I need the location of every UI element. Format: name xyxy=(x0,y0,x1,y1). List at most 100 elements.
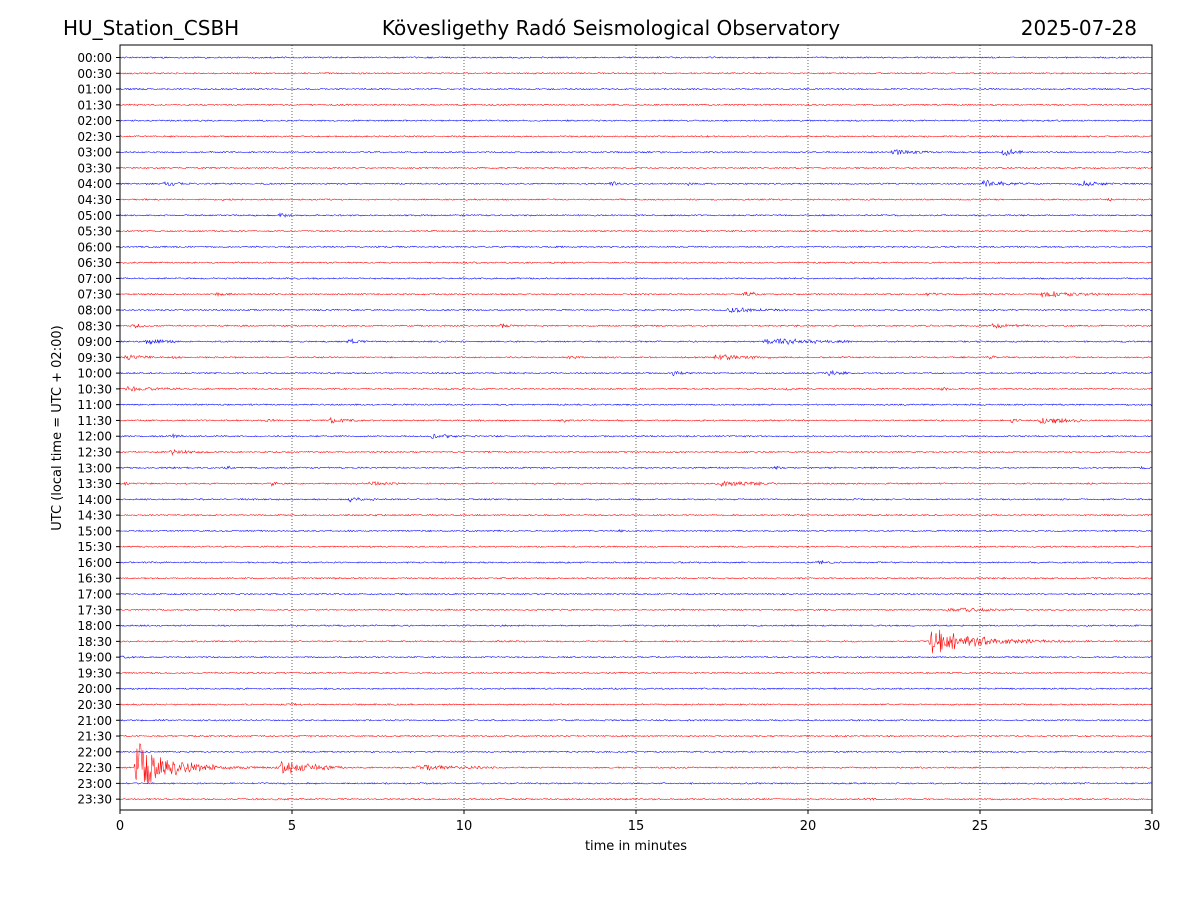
y-tick-label: 03:00 xyxy=(77,146,112,160)
trace-1530 xyxy=(119,545,1153,548)
trace-0900 xyxy=(119,338,1153,345)
date-label: 2025-07-28 xyxy=(1021,16,1137,40)
trace-1930 xyxy=(119,671,1153,675)
y-tick-label: 01:00 xyxy=(77,83,112,97)
y-tick-label: 13:00 xyxy=(77,461,112,475)
x-tick-label: 5 xyxy=(288,819,296,834)
trace-1100 xyxy=(119,403,1153,406)
y-tick-label: 22:00 xyxy=(77,745,112,759)
x-tick-label: 20 xyxy=(800,819,817,834)
trace-0430 xyxy=(119,197,1153,202)
y-tick-label: 15:30 xyxy=(77,540,112,554)
trace-1430 xyxy=(119,513,1153,517)
x-tick-label: 30 xyxy=(1144,819,1161,834)
y-tick-label: 21:30 xyxy=(77,730,112,744)
y-tick-label: 18:00 xyxy=(77,619,112,633)
y-tick-label: 09:00 xyxy=(77,335,112,349)
y-tick-label: 20:00 xyxy=(77,682,112,696)
y-tick-label: 22:30 xyxy=(77,761,112,775)
y-tick-label: 08:30 xyxy=(77,319,112,333)
trace-0500 xyxy=(119,212,1153,218)
trace-1400 xyxy=(119,496,1153,503)
trace-2000 xyxy=(119,687,1153,691)
y-tick-label: 23:30 xyxy=(77,793,112,807)
trace-1830 xyxy=(119,629,1153,654)
trace-0830 xyxy=(119,323,1153,329)
trace-2030 xyxy=(119,702,1153,706)
y-tick-label: 16:30 xyxy=(77,572,112,586)
trace-1500 xyxy=(119,528,1153,533)
y-tick-label: 19:30 xyxy=(77,666,112,680)
y-tick-label: 02:30 xyxy=(77,130,112,144)
trace-2330 xyxy=(119,797,1153,801)
trace-1600 xyxy=(119,559,1153,565)
x-tick-label: 25 xyxy=(972,819,989,834)
y-tick-label: 13:30 xyxy=(77,477,112,491)
y-tick-label: 14:30 xyxy=(77,509,112,523)
y-tick-label: 07:00 xyxy=(77,272,112,286)
trace-2200 xyxy=(119,750,1153,754)
y-tick-label: 03:30 xyxy=(77,161,112,175)
trace-0130 xyxy=(119,103,1153,107)
trace-0000 xyxy=(119,56,1153,59)
y-tick-label: 02:00 xyxy=(77,114,112,128)
trace-1200 xyxy=(119,433,1153,439)
y-tick-label: 14:00 xyxy=(77,493,112,507)
y-tick-label: 11:30 xyxy=(77,414,112,428)
y-tick-label: 00:00 xyxy=(77,51,112,65)
trace-0200 xyxy=(119,119,1153,122)
plot-frame xyxy=(119,44,1153,811)
trace-1230 xyxy=(119,449,1153,456)
seismic-traces xyxy=(119,56,1153,801)
y-tick-label: 01:30 xyxy=(77,98,112,112)
y-tick-label: 23:00 xyxy=(77,777,112,791)
trace-1730 xyxy=(119,607,1153,613)
trace-0630 xyxy=(119,261,1153,264)
trace-0600 xyxy=(119,245,1153,249)
chart-title: Kövesligethy Radó Seismological Observat… xyxy=(382,16,840,40)
trace-0400 xyxy=(119,179,1153,187)
y-tick-label: 05:30 xyxy=(77,225,112,239)
trace-1130 xyxy=(119,416,1153,424)
trace-0700 xyxy=(119,277,1153,280)
trace-0030 xyxy=(119,71,1153,75)
trace-1030 xyxy=(119,386,1153,392)
trace-2300 xyxy=(119,782,1153,785)
y-tick-label: 06:00 xyxy=(77,240,112,254)
x-tick-label: 10 xyxy=(456,819,473,834)
trace-1330 xyxy=(119,480,1153,488)
trace-2100 xyxy=(119,718,1153,722)
trace-1800 xyxy=(119,624,1153,627)
y-tick-label: 21:00 xyxy=(77,714,112,728)
trace-1630 xyxy=(120,576,1153,580)
trace-2130 xyxy=(119,734,1153,738)
y-tick-label: 07:30 xyxy=(77,288,112,302)
y-tick-label: 10:30 xyxy=(77,382,112,396)
y-tick-label: 15:00 xyxy=(77,524,112,538)
y-tick-label: 12:00 xyxy=(77,430,112,444)
trace-1000 xyxy=(119,369,1153,377)
trace-0230 xyxy=(119,135,1153,138)
y-tick-label: 17:30 xyxy=(77,603,112,617)
y-tick-label: 12:30 xyxy=(77,446,112,460)
x-axis-ticks: 0 5 10 15 20 25 30 xyxy=(116,810,1160,834)
trace-0330 xyxy=(119,166,1153,170)
y-tick-label: 16:00 xyxy=(77,556,112,570)
y-tick-label: 19:00 xyxy=(77,651,112,665)
trace-0930 xyxy=(119,353,1153,361)
trace-0300 xyxy=(119,148,1153,156)
y-tick-label: 18:30 xyxy=(77,635,112,649)
y-axis-label: UTC (local time = UTC + 02:00) xyxy=(50,325,65,530)
trace-0730 xyxy=(119,291,1153,298)
y-tick-label: 04:30 xyxy=(77,193,112,207)
y-tick-label: 06:30 xyxy=(77,256,112,270)
y-tick-label: 09:30 xyxy=(77,351,112,365)
x-axis-label: time in minutes xyxy=(585,839,687,854)
trace-1300 xyxy=(119,465,1153,471)
trace-0800 xyxy=(119,307,1153,314)
y-tick-label: 20:30 xyxy=(77,698,112,712)
